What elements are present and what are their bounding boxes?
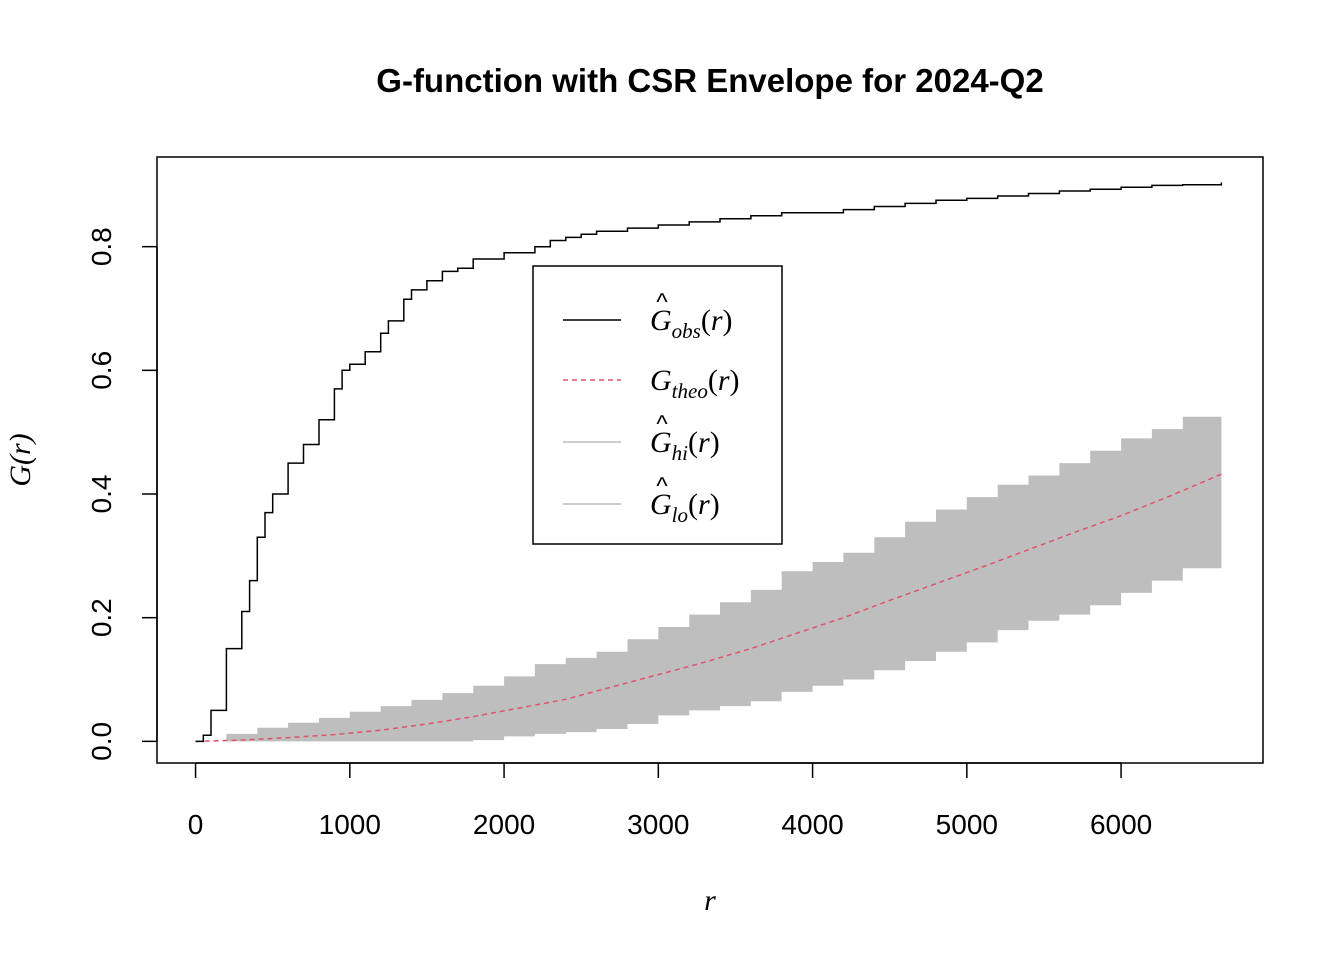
chart-title: G-function with CSR Envelope for 2024-Q2 [376, 62, 1043, 99]
legend-hat-hi: ^ [656, 411, 668, 438]
legend-label-theo: Gtheo(r) [650, 364, 740, 403]
y-tick-label: 0.4 [86, 475, 117, 514]
legend-hat-lo: ^ [656, 473, 668, 500]
x-tick-label: 1000 [319, 809, 381, 840]
legend: Gobs(r)^Gtheo(r)Ghi(r)^Glo(r)^ [532, 265, 783, 545]
x-tick-label: 6000 [1090, 809, 1152, 840]
legend-label-obs: Gobs(r) [650, 304, 733, 343]
series-lines-layer [195, 182, 1223, 743]
y-axis-label: G(r) [4, 433, 37, 486]
y-axis: 0.0 0.2 0.4 0.6 0.8 [86, 227, 158, 761]
x-axis-label: r [704, 884, 716, 917]
envelope-layer [195, 404, 1222, 742]
x-tick-label: 4000 [781, 809, 843, 840]
envelope-area [195, 404, 1222, 742]
y-tick-label: 0.2 [86, 598, 117, 637]
obs-line [195, 182, 1223, 743]
legend-hat-obs: ^ [656, 289, 668, 316]
x-axis: 0 1000 2000 3000 4000 5000 6000 [188, 762, 1152, 840]
y-tick-label: 0.0 [86, 722, 117, 761]
x-tick-label: 0 [188, 809, 204, 840]
x-tick-label: 2000 [473, 809, 535, 840]
legend-box [532, 265, 783, 545]
y-tick-label: 0.6 [86, 351, 117, 390]
legend-label-lo: Glo(r) [650, 488, 720, 527]
y-tick-label: 0.8 [86, 227, 117, 266]
legend-label-hi: Ghi(r) [650, 426, 720, 465]
x-tick-label: 3000 [627, 809, 689, 840]
x-tick-label: 5000 [936, 809, 998, 840]
theo-line [195, 473, 1222, 743]
